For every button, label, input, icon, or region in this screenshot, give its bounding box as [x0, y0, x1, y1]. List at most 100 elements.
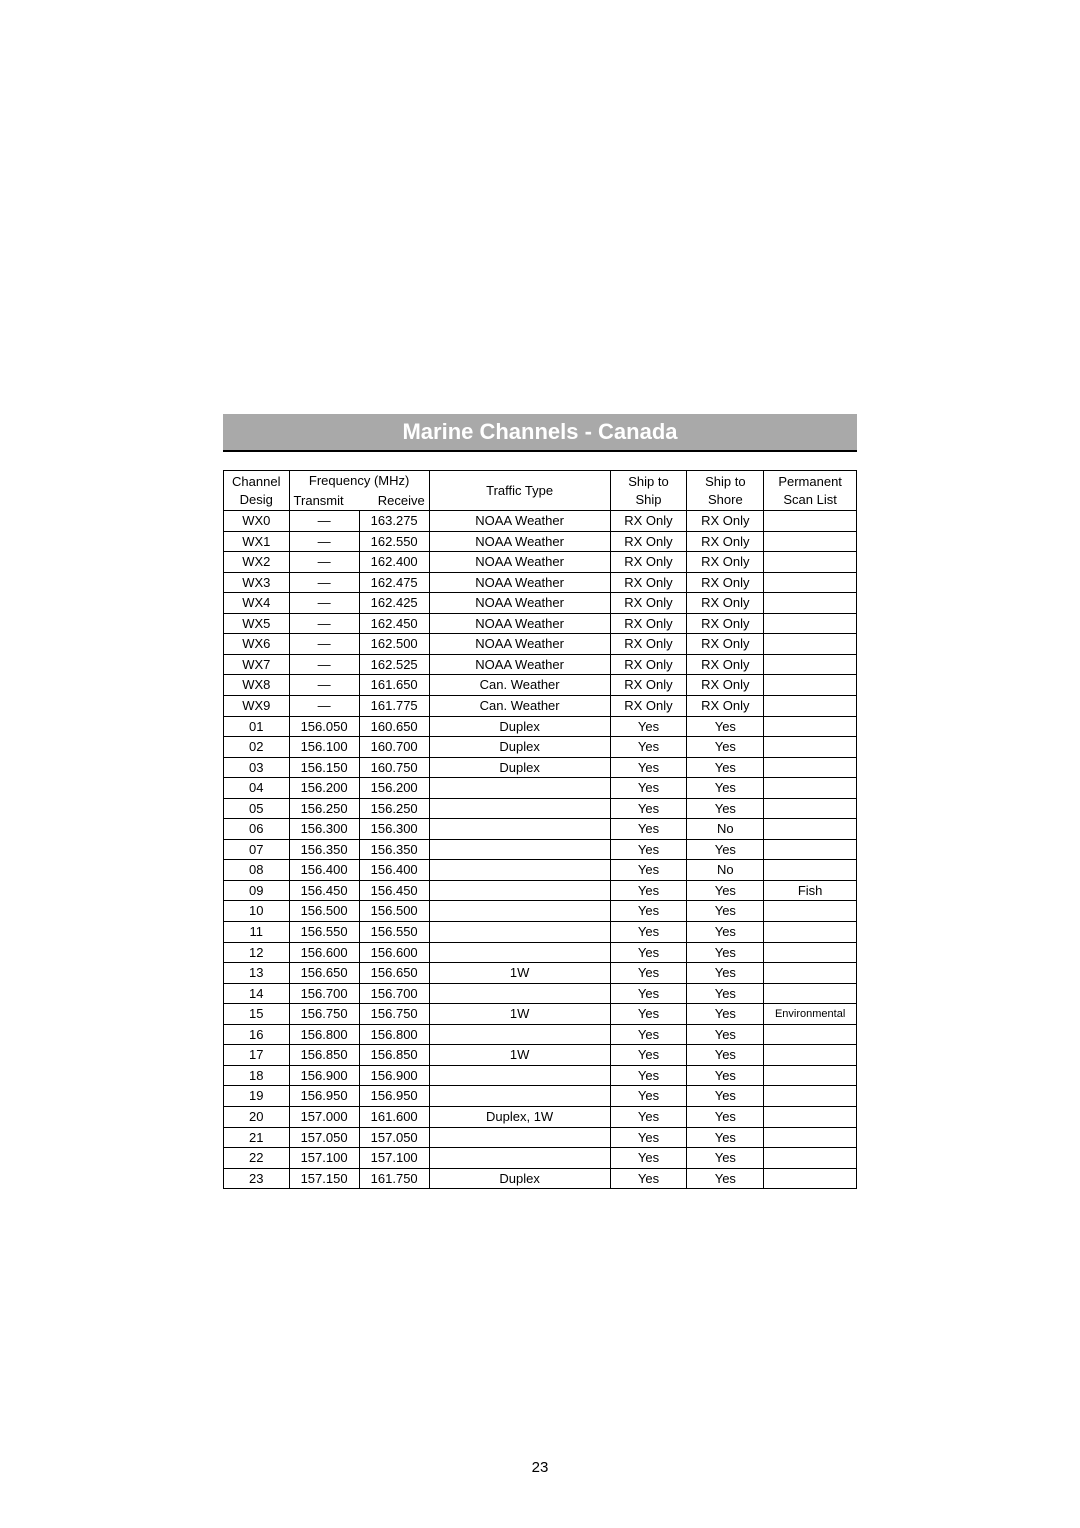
- cell-scan: [764, 922, 857, 943]
- cell-shore: RX Only: [687, 531, 764, 552]
- cell-shore: RX Only: [687, 572, 764, 593]
- cell-ship: Yes: [610, 963, 687, 984]
- cell-shore: RX Only: [687, 654, 764, 675]
- cell-ship: RX Only: [610, 634, 687, 655]
- cell-shore: Yes: [687, 1106, 764, 1127]
- cell-channel: 19: [224, 1086, 290, 1107]
- cell-shore: RX Only: [687, 634, 764, 655]
- cell-traffic: Duplex: [429, 757, 610, 778]
- cell-channel: 03: [224, 757, 290, 778]
- cell-transmit: 157.150: [289, 1168, 359, 1189]
- cell-channel: 15: [224, 1004, 290, 1025]
- cell-traffic: 1W: [429, 1045, 610, 1066]
- cell-ship: Yes: [610, 983, 687, 1004]
- cell-transmit: —: [289, 552, 359, 573]
- cell-ship: Yes: [610, 819, 687, 840]
- col-ship-to-ship: Ship to Ship: [610, 471, 687, 511]
- cell-receive: 156.200: [359, 778, 429, 799]
- cell-traffic: NOAA Weather: [429, 572, 610, 593]
- cell-transmit: 156.200: [289, 778, 359, 799]
- table-row: WX6—162.500NOAA WeatherRX OnlyRX Only: [224, 634, 857, 655]
- cell-shore: Yes: [687, 757, 764, 778]
- cell-shore: Yes: [687, 942, 764, 963]
- cell-traffic: [429, 819, 610, 840]
- cell-transmit: 157.050: [289, 1127, 359, 1148]
- table-row: 18156.900156.900YesYes: [224, 1065, 857, 1086]
- table-row: 13156.650156.6501WYesYes: [224, 963, 857, 984]
- cell-transmit: 156.950: [289, 1086, 359, 1107]
- cell-scan: [764, 716, 857, 737]
- table-row: 02156.100160.700DuplexYesYes: [224, 737, 857, 758]
- cell-shore: RX Only: [687, 511, 764, 532]
- table-row: WX8—161.650Can. WeatherRX OnlyRX Only: [224, 675, 857, 696]
- cell-scan: [764, 1065, 857, 1086]
- cell-scan: [764, 757, 857, 778]
- cell-channel: 22: [224, 1148, 290, 1169]
- cell-transmit: 157.100: [289, 1148, 359, 1169]
- cell-traffic: [429, 1024, 610, 1045]
- cell-receive: 162.525: [359, 654, 429, 675]
- cell-receive: 162.450: [359, 613, 429, 634]
- cell-traffic: [429, 1086, 610, 1107]
- cell-traffic: Duplex: [429, 716, 610, 737]
- cell-ship: Yes: [610, 1168, 687, 1189]
- col-label: Scan List: [783, 492, 836, 507]
- cell-ship: Yes: [610, 778, 687, 799]
- cell-shore: Yes: [687, 1127, 764, 1148]
- cell-ship: RX Only: [610, 593, 687, 614]
- col-label: Desig: [240, 492, 273, 507]
- cell-receive: 156.600: [359, 942, 429, 963]
- cell-receive: 156.400: [359, 860, 429, 881]
- cell-channel: WX8: [224, 675, 290, 696]
- cell-ship: RX Only: [610, 696, 687, 717]
- cell-shore: Yes: [687, 778, 764, 799]
- cell-scan: [764, 901, 857, 922]
- table-row: 10156.500156.500YesYes: [224, 901, 857, 922]
- cell-channel: WX6: [224, 634, 290, 655]
- cell-traffic: [429, 880, 610, 901]
- cell-ship: Yes: [610, 880, 687, 901]
- cell-scan: [764, 983, 857, 1004]
- cell-traffic: NOAA Weather: [429, 634, 610, 655]
- cell-receive: 156.750: [359, 1004, 429, 1025]
- cell-transmit: 156.550: [289, 922, 359, 943]
- table-row: 12156.600156.600YesYes: [224, 942, 857, 963]
- table-row: WX0—163.275NOAA WeatherRX OnlyRX Only: [224, 511, 857, 532]
- table-row: 08156.400156.400YesNo: [224, 860, 857, 881]
- table-row: 15156.750156.7501WYesYesEnvironmental: [224, 1004, 857, 1025]
- cell-ship: Yes: [610, 757, 687, 778]
- table-row: WX1—162.550NOAA WeatherRX OnlyRX Only: [224, 531, 857, 552]
- cell-scan: [764, 1127, 857, 1148]
- cell-traffic: NOAA Weather: [429, 593, 610, 614]
- cell-channel: 07: [224, 839, 290, 860]
- table-row: 11156.550156.550YesYes: [224, 922, 857, 943]
- cell-receive: 156.900: [359, 1065, 429, 1086]
- cell-transmit: 156.400: [289, 860, 359, 881]
- cell-ship: Yes: [610, 922, 687, 943]
- cell-receive: 156.350: [359, 839, 429, 860]
- cell-ship: Yes: [610, 1127, 687, 1148]
- cell-receive: 156.500: [359, 901, 429, 922]
- cell-channel: WX7: [224, 654, 290, 675]
- cell-shore: Yes: [687, 1086, 764, 1107]
- col-label: Ship to: [705, 474, 745, 489]
- cell-shore: RX Only: [687, 675, 764, 696]
- table-row: 07156.350156.350YesYes: [224, 839, 857, 860]
- marine-channels-table: Channel Desig Frequency (MHz) Traffic Ty…: [223, 470, 857, 1189]
- cell-ship: Yes: [610, 798, 687, 819]
- col-ship-to-shore: Ship to Shore: [687, 471, 764, 511]
- cell-transmit: 156.700: [289, 983, 359, 1004]
- cell-transmit: 156.050: [289, 716, 359, 737]
- cell-transmit: —: [289, 613, 359, 634]
- cell-ship: Yes: [610, 1045, 687, 1066]
- cell-channel: WX0: [224, 511, 290, 532]
- cell-scan: [764, 1045, 857, 1066]
- cell-channel: 16: [224, 1024, 290, 1045]
- cell-traffic: [429, 1065, 610, 1086]
- cell-scan: [764, 942, 857, 963]
- cell-shore: Yes: [687, 901, 764, 922]
- cell-shore: RX Only: [687, 593, 764, 614]
- col-frequency: Frequency (MHz): [289, 471, 429, 491]
- cell-receive: 160.650: [359, 716, 429, 737]
- cell-transmit: —: [289, 531, 359, 552]
